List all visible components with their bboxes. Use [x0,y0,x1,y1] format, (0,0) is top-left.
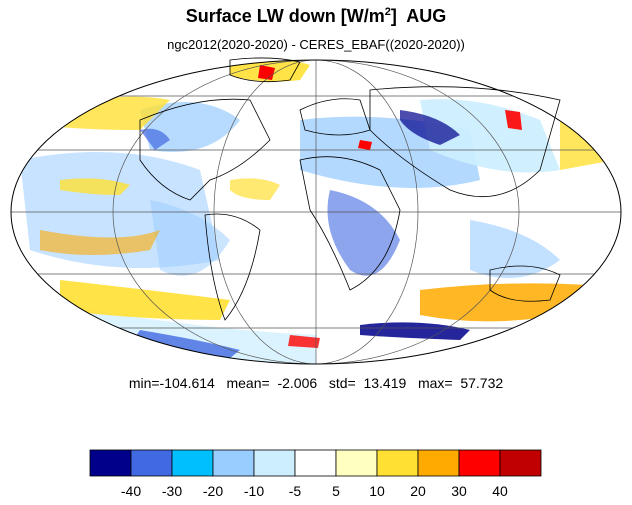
colorbar-tick-label: -30 [161,483,183,499]
map-subtitle: ngc2012(2020-2020) - CERES_EBAF((2020-20… [167,37,465,52]
title-text: Surface LW down [W/m [185,6,385,26]
colorbar-swatch [417,449,460,477]
title-tail: ] AUG [390,6,447,26]
statistics-line: min=-104.614 mean= -2.006 std= 13.419 ma… [128,375,504,391]
colorbar-swatch [212,449,255,477]
colorbar-tick-label: -40 [120,483,142,499]
globe-border [10,59,622,365]
colorbar-swatch [253,449,296,477]
colorbar-tick-label: -5 [288,483,302,499]
colorbar-tick-label: 10 [369,483,385,499]
colorbar-swatch [89,449,132,477]
colorbar-swatch [335,449,378,477]
map-title: Surface LW down [W/m2] AUG [0,6,632,27]
colorbar-tick-label: 20 [410,483,426,499]
colorbar-tick-label: -20 [202,483,224,499]
colorbar-swatch [376,449,419,477]
title-superscript: 2 [384,6,391,18]
colorbar-tick-label: 5 [332,483,340,499]
colorbar-swatch [294,449,337,477]
colorbar-swatch [171,449,214,477]
colorbar-swatch [458,449,501,477]
colorbar-tick-label: 30 [451,483,467,499]
colorbar-tick-label: -10 [243,483,265,499]
colorbar-swatch [130,449,173,477]
colorbar-swatch [499,449,542,477]
colorbar-tick-label: 40 [492,483,508,499]
coastlines [139,57,561,321]
